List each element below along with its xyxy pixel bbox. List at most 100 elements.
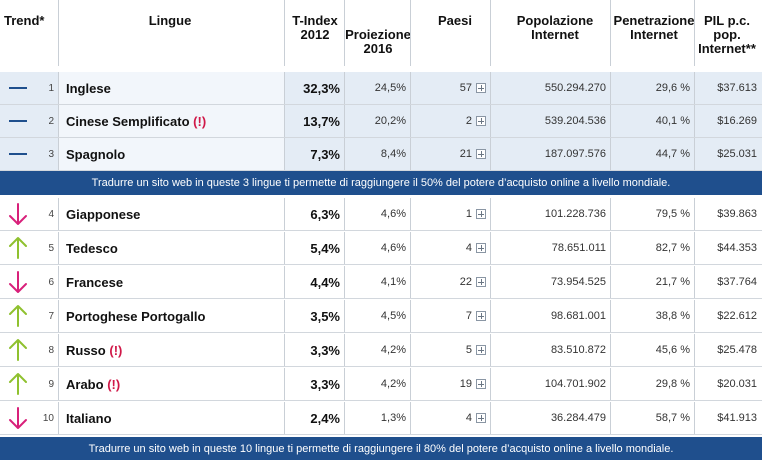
countries-cell: 5 xyxy=(410,334,490,366)
language-name: Arabo (!) xyxy=(58,368,284,400)
gdp-per-capita-value: $37.764 xyxy=(694,266,762,298)
countries-value: 5 xyxy=(465,344,472,356)
header-pil-line1: PIL p.c. xyxy=(704,13,750,28)
language-label: Russo xyxy=(66,342,106,358)
countries-value: 4 xyxy=(465,412,472,424)
rank-number: 10 xyxy=(42,412,54,424)
header-divider xyxy=(344,0,345,66)
internet-population-value: 539.204.536 xyxy=(490,105,610,137)
header-divider xyxy=(490,0,491,66)
header-divider xyxy=(410,0,411,66)
countries-value: 19 xyxy=(459,378,472,390)
language-name: Spagnolo xyxy=(58,138,284,170)
tindex-value: 3,5% xyxy=(284,300,344,332)
language-name: Giapponese xyxy=(58,198,284,230)
rank-number: 9 xyxy=(48,378,54,390)
warning-marker: (!) xyxy=(109,342,123,358)
gdp-per-capita-value: $22.612 xyxy=(694,300,762,332)
countries-value: 21 xyxy=(459,148,472,160)
header-divider xyxy=(610,0,611,66)
internet-penetration-value: 58,7 % xyxy=(610,402,694,434)
gdp-per-capita-value: $44.353 xyxy=(694,232,762,264)
internet-penetration-value: 44,7 % xyxy=(610,138,694,170)
tindex-value: 3,3% xyxy=(284,334,344,366)
expand-plus-icon[interactable] xyxy=(476,277,486,287)
tindex-value: 6,3% xyxy=(284,198,344,230)
language-label: Giapponese xyxy=(66,206,141,222)
expand-plus-icon[interactable] xyxy=(476,83,486,93)
trend-down-icon xyxy=(0,266,36,298)
table-row: 5 Tedesco 5,4% 4,6% 4 78.651.011 82,7 % $44.353 xyxy=(0,232,762,265)
language-label: Tedesco xyxy=(66,240,118,256)
projection-value: 1,3% xyxy=(344,402,410,434)
language-name: Inglese xyxy=(58,72,284,104)
internet-population-value: 73.954.525 xyxy=(490,266,610,298)
trend-down-icon xyxy=(0,198,36,230)
countries-cell: 4 xyxy=(410,232,490,264)
gdp-per-capita-value: $25.031 xyxy=(694,138,762,170)
countries-cell: 22 xyxy=(410,266,490,298)
expand-plus-icon[interactable] xyxy=(476,413,486,423)
countries-cell: 4 xyxy=(410,402,490,434)
language-name: Italiano xyxy=(58,402,284,434)
header-pen-line1: Penetrazione xyxy=(613,13,695,28)
projection-value: 20,2% xyxy=(344,105,410,137)
gdp-per-capita-value: $16.269 xyxy=(694,105,762,137)
language-name: Russo (!) xyxy=(58,334,284,366)
tindex-value: 3,3% xyxy=(284,368,344,400)
language-name: Francese xyxy=(58,266,284,298)
header-divider xyxy=(58,0,59,66)
language-label: Italiano xyxy=(66,410,112,426)
countries-value: 7 xyxy=(465,310,472,322)
internet-population-value: 187.097.576 xyxy=(490,138,610,170)
header-pil-line2: pop. xyxy=(713,27,741,42)
header-pil-line3: Internet** xyxy=(698,41,756,56)
expand-plus-icon[interactable] xyxy=(476,311,486,321)
language-label: Spagnolo xyxy=(66,146,126,162)
tindex-value: 13,7% xyxy=(284,105,344,137)
projection-value: 4,1% xyxy=(344,266,410,298)
expand-plus-icon[interactable] xyxy=(476,116,486,126)
table-row: 2 Cinese Semplificato (!) 13,7% 20,2% 2 539.2… xyxy=(0,105,762,138)
internet-population-value: 98.681.001 xyxy=(490,300,610,332)
header-lingue: Lingue xyxy=(148,13,192,28)
tindex-value: 2,4% xyxy=(284,402,344,434)
expand-plus-icon[interactable] xyxy=(476,243,486,253)
table-row: 7 Portoghese Portogallo 3,5% 4,5% 7 98.681.00… xyxy=(0,300,762,333)
projection-value: 4,2% xyxy=(344,368,410,400)
countries-value: 57 xyxy=(459,82,472,94)
header-pop-line1: Popolazione xyxy=(516,13,594,28)
expand-plus-icon[interactable] xyxy=(476,379,486,389)
language-label: Portoghese Portogallo xyxy=(66,308,206,324)
header-tindex-line1: T-Index xyxy=(292,13,338,28)
gdp-per-capita-value: $41.913 xyxy=(694,402,762,434)
rank-number: 2 xyxy=(48,115,54,127)
trend-flat-icon xyxy=(0,72,36,104)
header-pen-line2: Internet xyxy=(630,27,678,42)
internet-penetration-value: 38,8 % xyxy=(610,300,694,332)
expand-plus-icon[interactable] xyxy=(476,149,486,159)
language-label: Inglese xyxy=(66,80,111,96)
internet-population-value: 550.294.270 xyxy=(490,72,610,104)
header-paesi: Paesi xyxy=(438,13,472,28)
rank-number: 3 xyxy=(48,148,54,160)
countries-cell: 57 xyxy=(410,72,490,104)
language-label: Cinese Semplificato xyxy=(66,113,190,129)
language-label: Francese xyxy=(66,274,124,290)
internet-population-value: 83.510.872 xyxy=(490,334,610,366)
rank-number: 5 xyxy=(48,242,54,254)
internet-population-value: 78.651.011 xyxy=(490,232,610,264)
expand-plus-icon[interactable] xyxy=(476,209,486,219)
internet-penetration-value: 21,7 % xyxy=(610,266,694,298)
expand-plus-icon[interactable] xyxy=(476,345,486,355)
table-row: 9 Arabo (!) 3,3% 4,2% 19 104.701.902 29,8 % $20… xyxy=(0,368,762,401)
trend-flat-icon xyxy=(0,105,36,137)
tindex-value: 32,3% xyxy=(284,72,344,104)
trend-flat-icon xyxy=(0,138,36,170)
header-divider xyxy=(694,0,695,66)
language-name: Portoghese Portogallo xyxy=(58,300,284,332)
internet-population-value: 104.701.902 xyxy=(490,368,610,400)
internet-population-value: 101.228.736 xyxy=(490,198,610,230)
trend-up-icon xyxy=(0,368,36,400)
rank-number: 7 xyxy=(48,310,54,322)
